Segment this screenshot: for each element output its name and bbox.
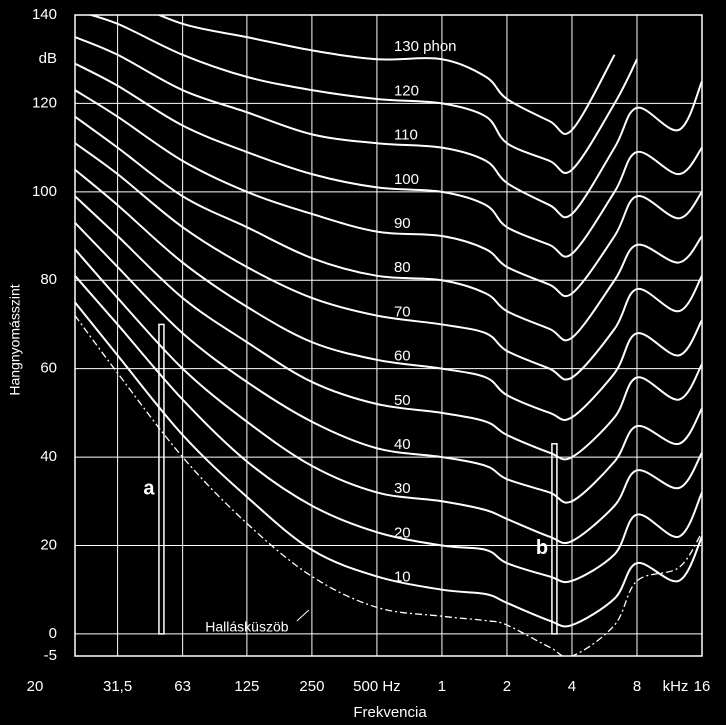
y-tick-label: 120 [32,94,57,111]
y-tick-label: 20 [40,536,57,553]
curve [75,36,702,219]
curve-label: 20 [394,524,411,541]
curve [75,248,702,545]
x-tick-label: 250 [299,678,324,695]
x-axis-label: Frekvencia [353,704,427,721]
y-tick-label: 80 [40,271,57,288]
curve [75,142,702,381]
curve-label: 130 phon [394,38,457,55]
curve [75,62,702,258]
curve-label: 50 [394,392,411,409]
curve-label: 70 [394,303,411,320]
x-tick-label: 20 [27,678,44,695]
curve [75,168,702,421]
curve-label: 120 [394,82,419,99]
curve-label: 40 [394,436,411,453]
curve [75,275,702,584]
y-tick-label: 100 [32,183,57,200]
curve [156,15,616,135]
y-tick-label: 40 [40,448,57,465]
x-tick-label: 16 [694,678,711,695]
x-tick-label: 63 [174,678,191,695]
curve-label: 80 [394,259,411,276]
x-tick-label: 31,5 [103,678,132,695]
annotation-label: a [143,477,155,499]
curve [75,315,702,656]
x-tick-label: 1 [438,678,446,695]
curve [75,301,702,628]
x-tick-label: 4 [568,678,576,695]
curve [75,89,702,298]
x-tick-label: 2 [503,678,511,695]
annotation-label: b [536,537,548,559]
x-tick-label: 8 [633,678,641,695]
curve [87,15,638,174]
curve-label: 30 [394,480,411,497]
x-unit: kHz [663,678,689,695]
y-tick-label: 0 [49,625,57,642]
curve-label: 100 [394,171,419,188]
curve [75,115,702,342]
y-tick-label: 60 [40,360,57,377]
threshold-label: Hallásküszöb [205,619,288,635]
y-axis-label: Hangnyomásszint [7,284,23,395]
annotation-bar [158,323,165,635]
curve-label: 110 [394,127,418,144]
curve [75,222,702,504]
annotation-bar [551,443,558,635]
curve-label: 60 [394,348,411,365]
curve-label: 10 [394,569,411,586]
curve-label: 90 [394,215,411,232]
y-unit: dB [39,50,57,67]
y-tick-label: 140 [32,6,57,23]
curves [75,15,702,656]
x-tick-label: 125 [234,678,259,695]
curve [75,195,702,461]
y-tick-label: -5 [44,647,57,664]
leader-line [296,609,310,622]
x-tick-label: 500 Hz [353,678,401,695]
